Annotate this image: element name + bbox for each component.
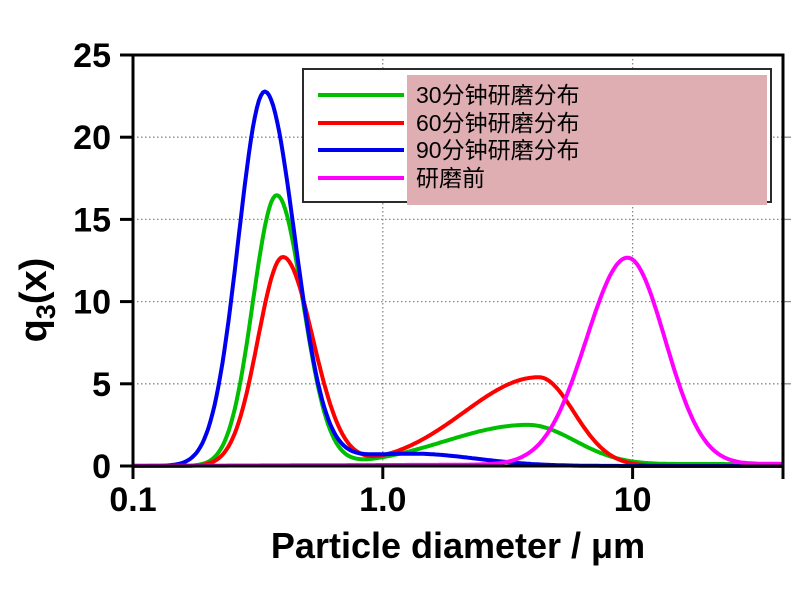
plot-frame [131, 53, 785, 468]
curve-60min [133, 255, 783, 468]
legend-item-before-grinding: 研磨前 [304, 164, 485, 192]
legend-line-sample-before-grinding [318, 176, 404, 180]
legend-line-sample-90min [318, 148, 404, 152]
legend-highlight-overlay [407, 75, 767, 205]
legend-item-90min: 90分钟研磨分布 [304, 136, 580, 164]
x-tick-label-0.1: 0.1 [109, 481, 156, 519]
y-axis-title: q3(x) [13, 258, 61, 343]
y-tick-label-20: 20 [73, 119, 111, 157]
x-axis-title: Particle diameter / μm [271, 525, 645, 566]
legend-item-30min: 30分钟研磨分布 [304, 81, 580, 109]
legend-line-sample-30min [318, 93, 404, 97]
x-tick-label-1.0: 1.0 [359, 481, 406, 519]
x-tick-label-10: 10 [614, 481, 652, 519]
legend-line-sample-60min [318, 121, 404, 125]
y-tick-label-10: 10 [73, 284, 111, 322]
curve-30min [133, 193, 783, 468]
legend-label-90min: 90分钟研磨分布 [416, 137, 580, 163]
legend-label-60min: 60分钟研磨分布 [416, 110, 580, 136]
legend-label-30min: 30分钟研磨分布 [416, 82, 580, 108]
y-tick-label-15: 15 [73, 201, 111, 239]
legend-label-before-grinding: 研磨前 [416, 165, 485, 191]
y-tick-label-5: 5 [92, 366, 111, 404]
y-tick-label-25: 25 [73, 37, 111, 75]
legend-item-60min: 60分钟研磨分布 [304, 109, 580, 137]
legend: 30分钟研磨分布 60分钟研磨分布 90分钟研磨分布 研磨前 [302, 68, 772, 205]
y-tick-label-0: 0 [92, 448, 111, 486]
